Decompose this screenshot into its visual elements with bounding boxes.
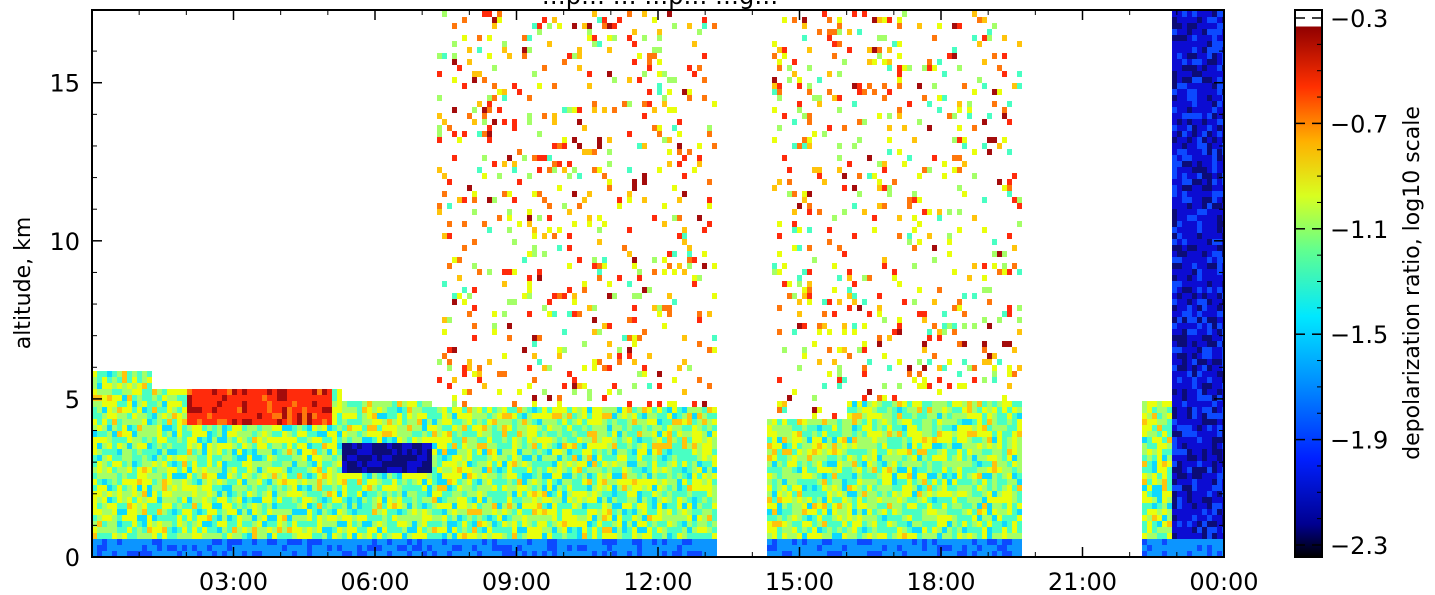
y-tick-label: 5 — [65, 386, 80, 414]
x-tick-label: 21:00 — [1048, 568, 1117, 595]
colorbar-tick-label: −1.5 — [1330, 321, 1388, 349]
x-tick-label: 06:00 — [340, 568, 409, 595]
y-axis-label: altitude, km — [11, 217, 36, 350]
colorbar-tick-label: −1.1 — [1330, 216, 1388, 244]
colorbar-tick-label: −0.3 — [1330, 5, 1388, 33]
x-tick-label: 12:00 — [623, 568, 692, 595]
y-tick-label: 15 — [49, 70, 80, 98]
colorbar-label: depolarization ratio, log10 scale — [1400, 106, 1425, 460]
x-tick-label: 00:00 — [1189, 568, 1258, 595]
colorbar-tick-label: −0.7 — [1330, 110, 1388, 138]
x-tick-label: 18:00 — [906, 568, 975, 595]
colorbar-tick-label: −1.9 — [1330, 427, 1388, 455]
x-tick-label: 03:00 — [199, 568, 268, 595]
y-tick-label: 10 — [49, 228, 80, 256]
colorbar-axis: −0.3 −0.7 −1.1 −1.5 −1.9 −2.3 — [1295, 5, 1388, 560]
y-tick-label: 0 — [65, 544, 80, 572]
x-tick-label: 09:00 — [482, 568, 551, 595]
colorbar — [1294, 9, 1323, 558]
y-axis: 0 5 10 15 — [49, 50, 1224, 572]
chart-title: …p… … …p… …g… — [542, 0, 779, 10]
heatmap-layer — [92, 10, 1224, 557]
x-axis: 03:00 06:00 09:00 12:00 15:00 18:00 21:00 00:00 — [138, 10, 1259, 595]
x-tick-label: 15:00 — [765, 568, 834, 595]
colorbar-tick-label: −2.3 — [1330, 532, 1388, 560]
